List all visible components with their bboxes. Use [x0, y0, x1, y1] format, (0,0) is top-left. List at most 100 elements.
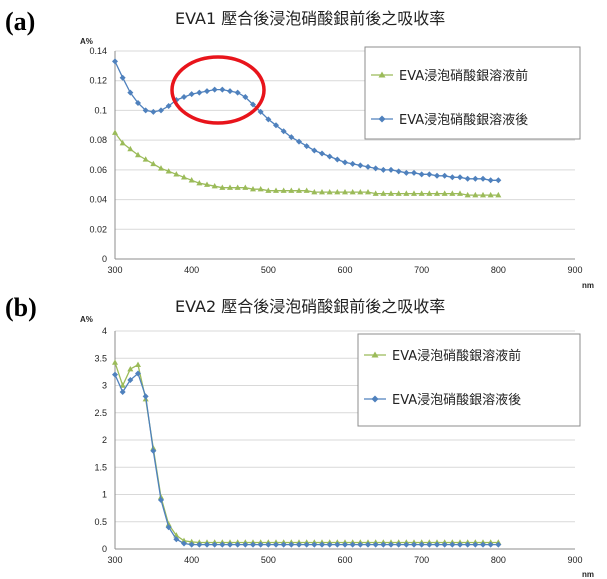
data-point-after [326, 541, 333, 548]
chart-title: EVA1 壓合後浸泡硝酸銀前後之吸收率 [175, 9, 445, 28]
data-point-after [250, 541, 256, 548]
data-point-before [495, 191, 502, 198]
data-point-after [119, 74, 126, 81]
x-tick-label: 900 [567, 555, 582, 565]
data-point-after [418, 541, 425, 548]
y-tick-label: 0.04 [89, 195, 107, 205]
data-point-after [135, 370, 141, 377]
data-point-after [480, 175, 486, 182]
data-point-after [158, 107, 164, 114]
data-point-after [418, 171, 425, 178]
data-point-after [219, 86, 226, 93]
data-point-after [441, 172, 448, 179]
data-point-before [188, 177, 195, 183]
data-point-after [204, 88, 210, 95]
peak-highlight-circle [170, 55, 266, 125]
y-tick-label: 0 [102, 254, 107, 264]
data-point-after [165, 102, 172, 109]
data-point-after [487, 541, 494, 548]
legend-box [364, 46, 581, 140]
x-tick-label: 300 [107, 555, 122, 565]
data-point-after [334, 156, 341, 163]
panel-label: (b) [5, 293, 37, 322]
data-point-after [265, 116, 272, 123]
data-point-before [411, 190, 417, 196]
data-point-after [196, 89, 203, 96]
legend-box [357, 333, 581, 427]
data-point-before [365, 188, 371, 195]
data-point-after [464, 175, 471, 182]
data-point-after [296, 541, 302, 548]
x-tick-label: 500 [261, 555, 276, 565]
y-tick-label: 0.12 [89, 76, 107, 86]
data-point-after [403, 169, 410, 176]
legend-label: EVA浸泡硝酸銀溶液後 [392, 393, 521, 408]
data-point-after [449, 541, 456, 548]
legend-label: EVA浸泡硝酸銀溶液前 [392, 348, 521, 364]
data-point-before [319, 188, 325, 195]
data-point-before [181, 537, 187, 544]
data-point-before [334, 188, 341, 195]
data-point-before [219, 184, 226, 190]
x-tick-label: 300 [107, 265, 122, 275]
data-point-after [288, 541, 295, 548]
y-tick-label: 0.08 [89, 135, 107, 145]
data-point-before [326, 188, 333, 195]
data-point-before [250, 185, 256, 192]
x-tick-label: 800 [491, 555, 506, 565]
data-point-after [142, 107, 149, 114]
y-axis-label: A% [80, 37, 93, 46]
data-point-before [472, 191, 479, 198]
y-tick-label: 0.5 [94, 517, 107, 527]
data-point-after [119, 389, 126, 396]
data-point-before [227, 184, 233, 190]
data-point-after [411, 541, 417, 548]
x-tick-label: 800 [491, 265, 506, 275]
data-point-before [395, 190, 402, 196]
x-tick-label: 400 [184, 265, 199, 275]
data-point-before [441, 190, 448, 196]
data-point-after [150, 108, 157, 115]
data-point-after [288, 134, 295, 141]
y-tick-label: 0 [102, 544, 107, 554]
data-point-after [342, 159, 348, 166]
data-point-before [480, 191, 486, 198]
legend-label: EVA浸泡硝酸銀溶液前 [399, 68, 528, 84]
data-point-after [388, 166, 394, 173]
chart-title: EVA2 壓合後浸泡硝酸銀前後之吸收率 [175, 297, 445, 316]
data-point-before [112, 129, 118, 135]
data-point-before [303, 187, 310, 193]
y-tick-label: 1 [102, 490, 107, 500]
data-point-before [388, 190, 394, 196]
data-point-before [288, 187, 295, 193]
data-point-before [158, 165, 164, 171]
data-point-after [242, 94, 249, 101]
data-point-after [342, 541, 348, 548]
data-point-after [480, 541, 486, 548]
data-point-after [127, 377, 134, 384]
data-point-before [119, 382, 126, 388]
y-tick-label: 0.02 [89, 224, 107, 234]
data-point-after [142, 393, 149, 400]
legend-marker-triangle [371, 351, 379, 358]
data-point-after [303, 143, 310, 150]
data-point-after [472, 175, 479, 182]
legend-marker-diamond [378, 115, 386, 123]
data-point-before [464, 191, 471, 198]
data-point-after [181, 540, 187, 547]
data-point-before [311, 188, 318, 195]
data-point-before [242, 184, 249, 190]
data-point-after [173, 536, 180, 543]
data-point-before [487, 191, 494, 198]
data-point-before [127, 365, 134, 372]
y-tick-label: 1.5 [94, 462, 107, 472]
data-point-after [227, 541, 233, 548]
data-point-after [365, 163, 371, 170]
data-point-before [142, 156, 149, 162]
data-point-after [303, 541, 310, 548]
y-tick-label: 0.14 [89, 46, 107, 56]
data-point-after [349, 160, 356, 167]
data-point-after [158, 496, 164, 503]
data-point-after [219, 541, 226, 548]
